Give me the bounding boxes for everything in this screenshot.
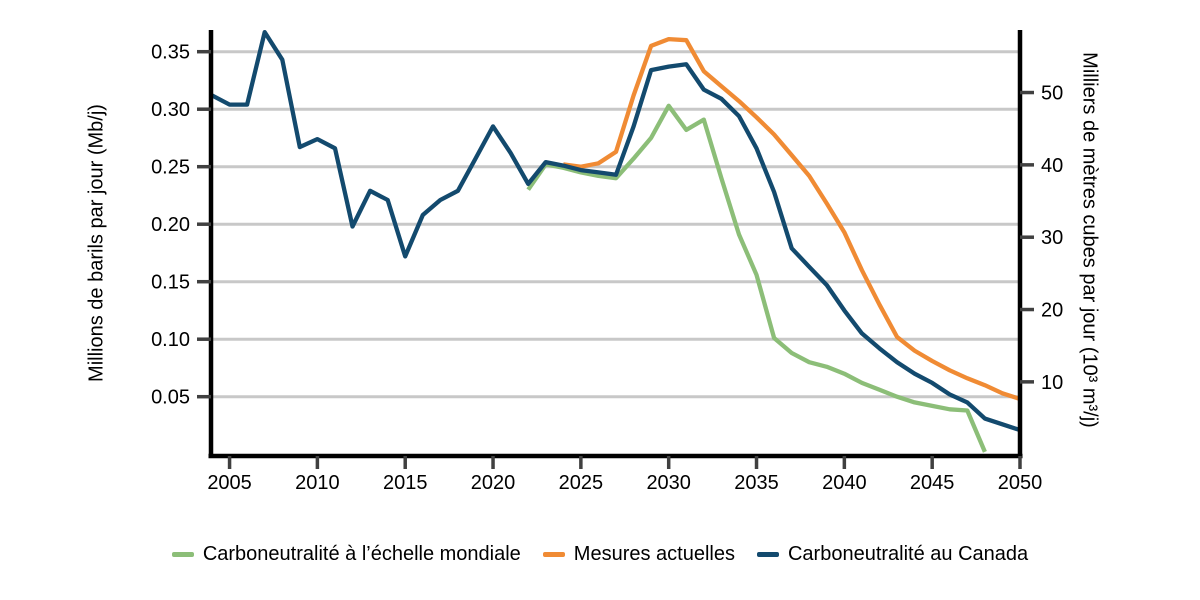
legend-swatch-green bbox=[171, 551, 194, 557]
legend-swatch-navy bbox=[756, 551, 779, 557]
svg-text:2005: 2005 bbox=[207, 472, 252, 494]
chart-legend: Carboneutralité à l’échelle mondiale Mes… bbox=[0, 540, 1200, 568]
legend-label: Carboneutralité à l’échelle mondiale bbox=[202, 543, 521, 565]
svg-text:40: 40 bbox=[1041, 155, 1063, 177]
legend-swatch-orange bbox=[542, 551, 565, 557]
svg-text:2045: 2045 bbox=[910, 472, 955, 494]
svg-text:20: 20 bbox=[1041, 300, 1063, 322]
legend-item-canada-net-zero: Carboneutralité au Canada bbox=[756, 540, 1029, 568]
svg-text:2040: 2040 bbox=[822, 472, 867, 494]
svg-text:2025: 2025 bbox=[559, 472, 604, 494]
legend-item-global-net-zero: Carboneutralité à l’échelle mondiale bbox=[171, 540, 521, 568]
svg-text:0.05: 0.05 bbox=[151, 387, 190, 409]
svg-text:0.20: 0.20 bbox=[151, 214, 190, 236]
svg-text:50: 50 bbox=[1041, 83, 1063, 105]
svg-text:2015: 2015 bbox=[383, 472, 428, 494]
svg-text:30: 30 bbox=[1041, 227, 1063, 249]
svg-text:0.25: 0.25 bbox=[151, 157, 190, 179]
svg-text:2020: 2020 bbox=[471, 472, 516, 494]
left-axis-title: Millions de barils par jour (Mb/j) bbox=[85, 104, 108, 382]
svg-text:10: 10 bbox=[1041, 372, 1063, 394]
legend-label: Carboneutralité au Canada bbox=[787, 543, 1029, 565]
svg-text:2050: 2050 bbox=[998, 472, 1043, 494]
svg-text:2010: 2010 bbox=[295, 472, 340, 494]
svg-text:2035: 2035 bbox=[734, 472, 779, 494]
svg-text:0.15: 0.15 bbox=[151, 272, 190, 294]
svg-text:2030: 2030 bbox=[646, 472, 691, 494]
svg-text:0.30: 0.30 bbox=[151, 99, 190, 121]
legend-label: Mesures actuelles bbox=[573, 543, 735, 565]
svg-text:0.35: 0.35 bbox=[151, 42, 190, 64]
right-axis-title: Milliers de mètres cubes par jour (10³ m… bbox=[1078, 52, 1101, 428]
svg-text:0.10: 0.10 bbox=[151, 329, 190, 351]
legend-item-current-measures: Mesures actuelles bbox=[542, 540, 735, 568]
